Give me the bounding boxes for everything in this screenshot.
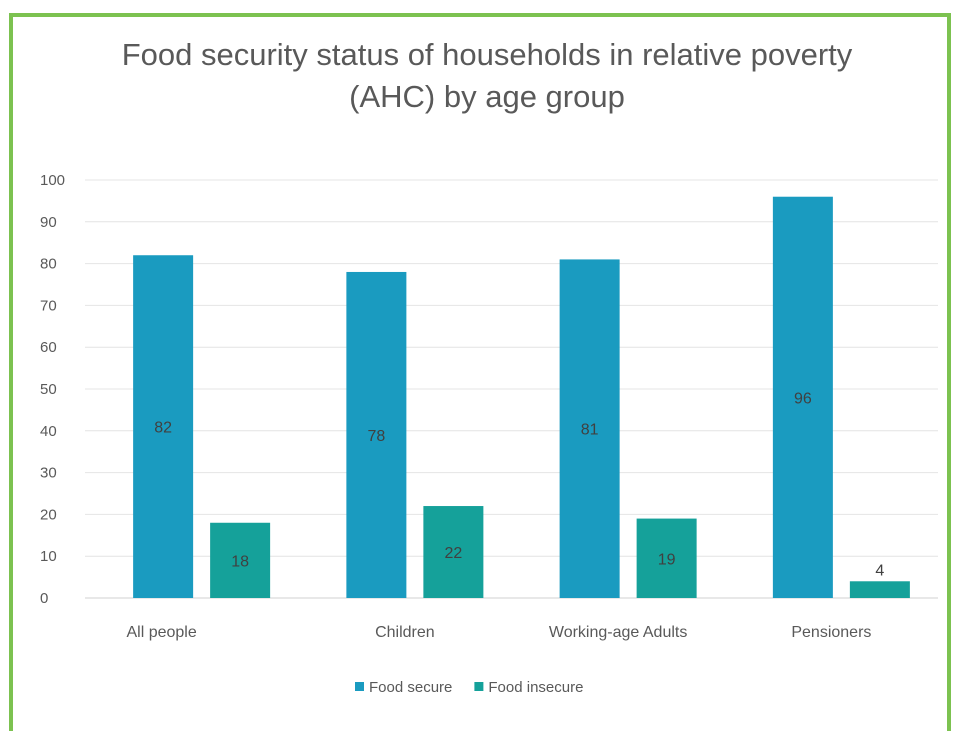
- y-axis-ticks: 0 10 20 30 40 50 60 70 80 90 100: [40, 172, 65, 607]
- y-tick-label: 100: [40, 172, 65, 189]
- bar-food-insecure: [636, 518, 697, 598]
- legend: Food secure Food insecure: [355, 679, 583, 696]
- y-tick-label: 70: [40, 297, 57, 314]
- data-label: 96: [794, 390, 812, 407]
- x-axis-categories: All people Children Working-age Adults Pens…: [126, 624, 871, 641]
- data-label: 18: [231, 553, 249, 570]
- bar-food-secure: [559, 259, 620, 598]
- chart-title-line-2: (AHC) by age group: [349, 79, 625, 114]
- bar-food-secure: [772, 196, 833, 598]
- legend-label: Food secure: [369, 679, 452, 696]
- legend-swatch: [355, 682, 364, 691]
- data-labels: 82 18 78 22 81 19 96 4: [154, 390, 884, 579]
- y-tick-label: 60: [40, 339, 57, 356]
- chart-title-line-1: Food security status of households in re…: [121, 37, 853, 72]
- bar-food-secure: [346, 271, 407, 598]
- legend-label: Food insecure: [488, 679, 583, 696]
- data-label: 78: [367, 428, 385, 445]
- x-category-label: Working-age Adults: [549, 624, 687, 641]
- bar-food-insecure: [210, 522, 271, 598]
- bar-food-secure: [133, 255, 194, 599]
- x-category-label: Children: [375, 624, 435, 641]
- bar-food-insecure: [849, 581, 910, 598]
- x-category-label: Pensioners: [791, 624, 871, 641]
- data-label: 4: [875, 562, 884, 579]
- bar-food-insecure: [423, 506, 484, 598]
- data-label: 22: [444, 545, 462, 562]
- chart-title: Food security status of households in re…: [0, 34, 974, 118]
- y-tick-label: 80: [40, 256, 57, 273]
- data-label: 82: [154, 420, 172, 437]
- y-tick-label: 10: [40, 548, 57, 565]
- y-tick-label: 90: [40, 214, 57, 231]
- data-label: 19: [658, 551, 676, 568]
- legend-swatch: [474, 682, 484, 691]
- data-label: 81: [581, 422, 599, 439]
- y-tick-label: 30: [40, 465, 57, 482]
- y-tick-label: 20: [40, 506, 57, 523]
- x-category-label: All people: [126, 624, 196, 641]
- y-tick-label: 0: [40, 590, 48, 607]
- y-tick-label: 50: [40, 381, 57, 398]
- bars: [133, 196, 910, 599]
- y-tick-label: 40: [40, 423, 57, 440]
